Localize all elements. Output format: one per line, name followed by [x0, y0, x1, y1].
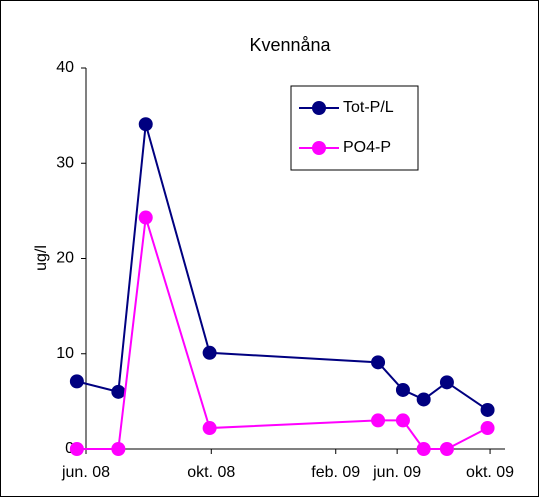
data-point: [69, 442, 84, 456]
y-axis-label: ug/l: [33, 245, 50, 271]
data-point: [480, 402, 495, 417]
data-point: [111, 442, 126, 456]
x-tick-label: feb. 09: [311, 464, 360, 481]
data-point: [395, 382, 410, 397]
legend-marker: [312, 101, 326, 115]
data-point: [371, 413, 386, 428]
x-tick-label: okt. 08: [187, 464, 235, 481]
y-tick-label: 40: [56, 59, 74, 76]
data-point: [416, 392, 431, 407]
data-point: [439, 442, 454, 456]
data-point: [439, 375, 454, 390]
x-tick-label: jun. 08: [61, 464, 110, 481]
data-point: [202, 345, 217, 360]
legend-marker: [312, 141, 326, 155]
data-point: [395, 413, 410, 428]
chart-title: Kvennåna: [249, 35, 331, 55]
data-point: [371, 355, 386, 370]
x-tick-label: okt. 09: [466, 464, 514, 481]
data-point: [138, 210, 153, 225]
x-tick-label: jun. 09: [372, 464, 421, 481]
data-point: [111, 384, 126, 399]
y-tick-label: 20: [56, 250, 74, 267]
data-point: [138, 117, 153, 132]
legend-label: PO4-P: [343, 139, 391, 156]
data-point: [480, 421, 495, 436]
y-tick-label: 30: [56, 154, 74, 171]
y-tick-label: 10: [56, 345, 74, 362]
data-point: [69, 374, 84, 389]
y-tick-label: 0: [65, 440, 74, 457]
data-point: [202, 421, 217, 436]
legend-label: Tot-P/L: [343, 99, 394, 116]
data-point: [416, 442, 431, 456]
legend-box: [290, 85, 419, 171]
